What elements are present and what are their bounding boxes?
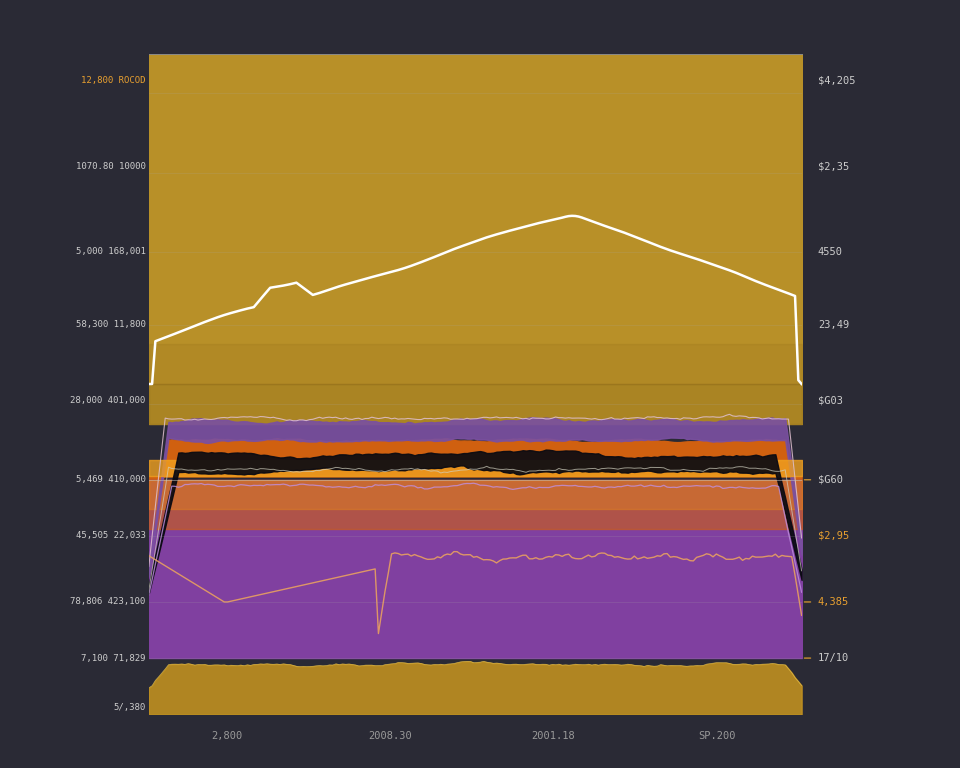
Text: 58,300 11,800: 58,300 11,800 — [76, 320, 146, 329]
Text: 45,505 22,033: 45,505 22,033 — [76, 531, 146, 541]
Text: 5,000 168,001: 5,000 168,001 — [76, 247, 146, 257]
Text: 4,385: 4,385 — [818, 597, 850, 607]
Text: 5,469 410,000: 5,469 410,000 — [76, 475, 146, 485]
Text: 12,800 ROCOD: 12,800 ROCOD — [81, 76, 146, 84]
Text: $2,95: $2,95 — [818, 531, 850, 541]
Text: 17/10: 17/10 — [818, 653, 850, 663]
Text: 4550: 4550 — [818, 247, 843, 257]
Text: 5/,380: 5/,380 — [113, 703, 146, 712]
Text: 7,100 71,829: 7,100 71,829 — [81, 654, 146, 663]
Text: SP.200: SP.200 — [698, 731, 735, 741]
Text: 28,000 401,000: 28,000 401,000 — [70, 396, 146, 405]
Text: 23,49: 23,49 — [818, 319, 850, 329]
Text: $2,35: $2,35 — [818, 161, 850, 171]
Text: $4,205: $4,205 — [818, 75, 855, 85]
Text: 2008.30: 2008.30 — [369, 731, 412, 741]
Text: $G60: $G60 — [818, 475, 843, 485]
Text: 1070.80 10000: 1070.80 10000 — [76, 161, 146, 170]
Text: 2,800: 2,800 — [211, 731, 243, 741]
Text: 2001.18: 2001.18 — [532, 731, 575, 741]
Text: $G03: $G03 — [818, 396, 843, 406]
Text: 78,806 423,100: 78,806 423,100 — [70, 598, 146, 607]
